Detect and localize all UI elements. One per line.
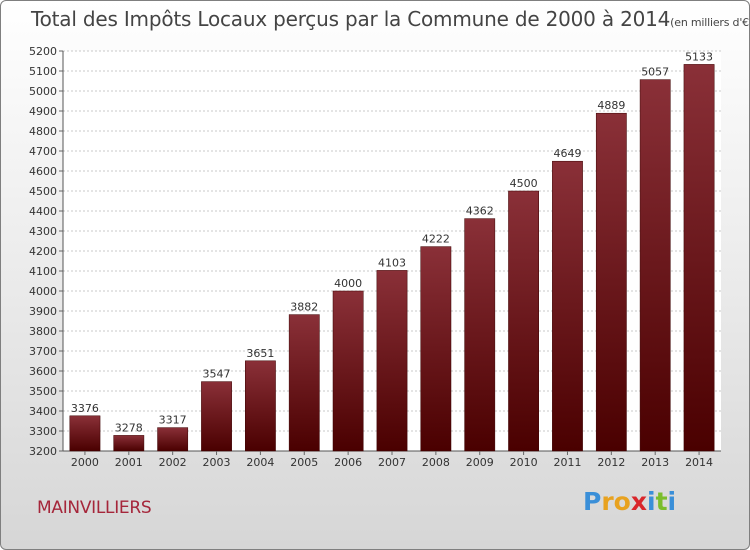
x-tick-label-2012: 2012 <box>597 456 625 469</box>
bar-2003 <box>201 381 232 452</box>
logo-letter: x <box>630 487 647 516</box>
y-tick-label: 4000 <box>29 285 57 298</box>
x-tick-label-2004: 2004 <box>246 456 274 469</box>
bar-2007 <box>376 270 408 452</box>
bar-2014 <box>683 64 715 452</box>
x-tick-label-2006: 2006 <box>334 456 362 469</box>
y-tick-label: 3600 <box>29 365 57 378</box>
y-tick-label: 4600 <box>29 165 57 178</box>
data-label-2002: 3317 <box>159 414 187 427</box>
y-tick-label: 4300 <box>29 225 57 238</box>
data-label-2013: 5057 <box>641 66 669 79</box>
x-tick-label-2014: 2014 <box>685 456 713 469</box>
logo-letter: o <box>613 487 631 516</box>
y-tick-label: 5200 <box>29 45 57 58</box>
commune-name: MAINVILLIERS <box>37 498 152 518</box>
y-tick-label: 4200 <box>29 245 57 258</box>
data-label-2014: 5133 <box>685 50 713 63</box>
y-tick-label: 5000 <box>29 85 57 98</box>
proxiti-logo: Proxiti <box>583 487 676 516</box>
y-tick-label: 3200 <box>29 445 57 458</box>
data-label-2005: 3882 <box>290 301 318 314</box>
y-tick-label: 3500 <box>29 385 57 398</box>
logo-letter: i <box>647 487 656 516</box>
y-tick-label: 3900 <box>29 305 57 318</box>
y-tick-label: 4100 <box>29 265 57 278</box>
x-tick-label-2002: 2002 <box>159 456 187 469</box>
y-tick-label: 3700 <box>29 345 57 358</box>
x-tick-label-2008: 2008 <box>422 456 450 469</box>
bar-2008 <box>420 246 452 452</box>
data-label-2008: 4222 <box>422 233 450 246</box>
x-tick-label-2003: 2003 <box>203 456 231 469</box>
bar-2010 <box>508 190 539 452</box>
bar-2013 <box>639 79 671 452</box>
data-label-2000: 3376 <box>71 402 99 415</box>
y-tick-label: 3800 <box>29 325 57 338</box>
data-label-2003: 3547 <box>203 368 231 381</box>
data-label-2009: 4362 <box>466 205 494 218</box>
bar-2011 <box>552 160 583 452</box>
x-tick-label-2007: 2007 <box>378 456 406 469</box>
x-tick-label-2005: 2005 <box>290 456 318 469</box>
chart-title: Total des Impôts Locaux perçus par la Co… <box>31 7 750 31</box>
bar-2012 <box>595 112 627 452</box>
x-tick-label-2009: 2009 <box>466 456 494 469</box>
x-tick-label-2001: 2001 <box>115 456 143 469</box>
data-label-2006: 4000 <box>334 277 362 290</box>
logo-letter: i <box>667 487 677 516</box>
data-label-2012: 4889 <box>597 99 625 112</box>
y-tick-label: 4900 <box>29 105 57 118</box>
bar-2009 <box>464 218 496 452</box>
y-tick-label: 4700 <box>29 145 57 158</box>
y-tick-label: 3300 <box>29 425 57 438</box>
y-tick-label: 4500 <box>29 185 57 198</box>
x-tick-label-2010: 2010 <box>510 456 538 469</box>
bar-2004 <box>245 360 276 452</box>
chart-unit-note: (en milliers d'€) <box>670 16 750 29</box>
chart-title-text: Total des Impôts Locaux perçus par la Co… <box>31 7 671 31</box>
logo-letter: t <box>655 487 668 516</box>
data-label-2004: 3651 <box>246 347 274 360</box>
x-tick-label-2011: 2011 <box>553 456 581 469</box>
data-label-2001: 3278 <box>115 421 143 434</box>
logo-letter: r <box>601 487 614 516</box>
logo-letter: P <box>583 487 602 516</box>
y-tick-label: 3400 <box>29 405 57 418</box>
x-tick-label-2000: 2000 <box>71 456 99 469</box>
data-label-2011: 4649 <box>553 147 581 160</box>
bar-2001 <box>113 435 145 452</box>
bar-2005 <box>288 314 320 452</box>
y-tick-label: 5100 <box>29 65 57 78</box>
data-label-2007: 4103 <box>378 256 406 269</box>
y-tick-label: 4400 <box>29 205 57 218</box>
bar-2002 <box>157 427 189 452</box>
x-tick-label-2013: 2013 <box>641 456 669 469</box>
y-tick-label: 4800 <box>29 125 57 138</box>
bar-2000 <box>69 415 101 452</box>
bar-2006 <box>332 290 364 452</box>
data-label-2010: 4500 <box>510 177 538 190</box>
